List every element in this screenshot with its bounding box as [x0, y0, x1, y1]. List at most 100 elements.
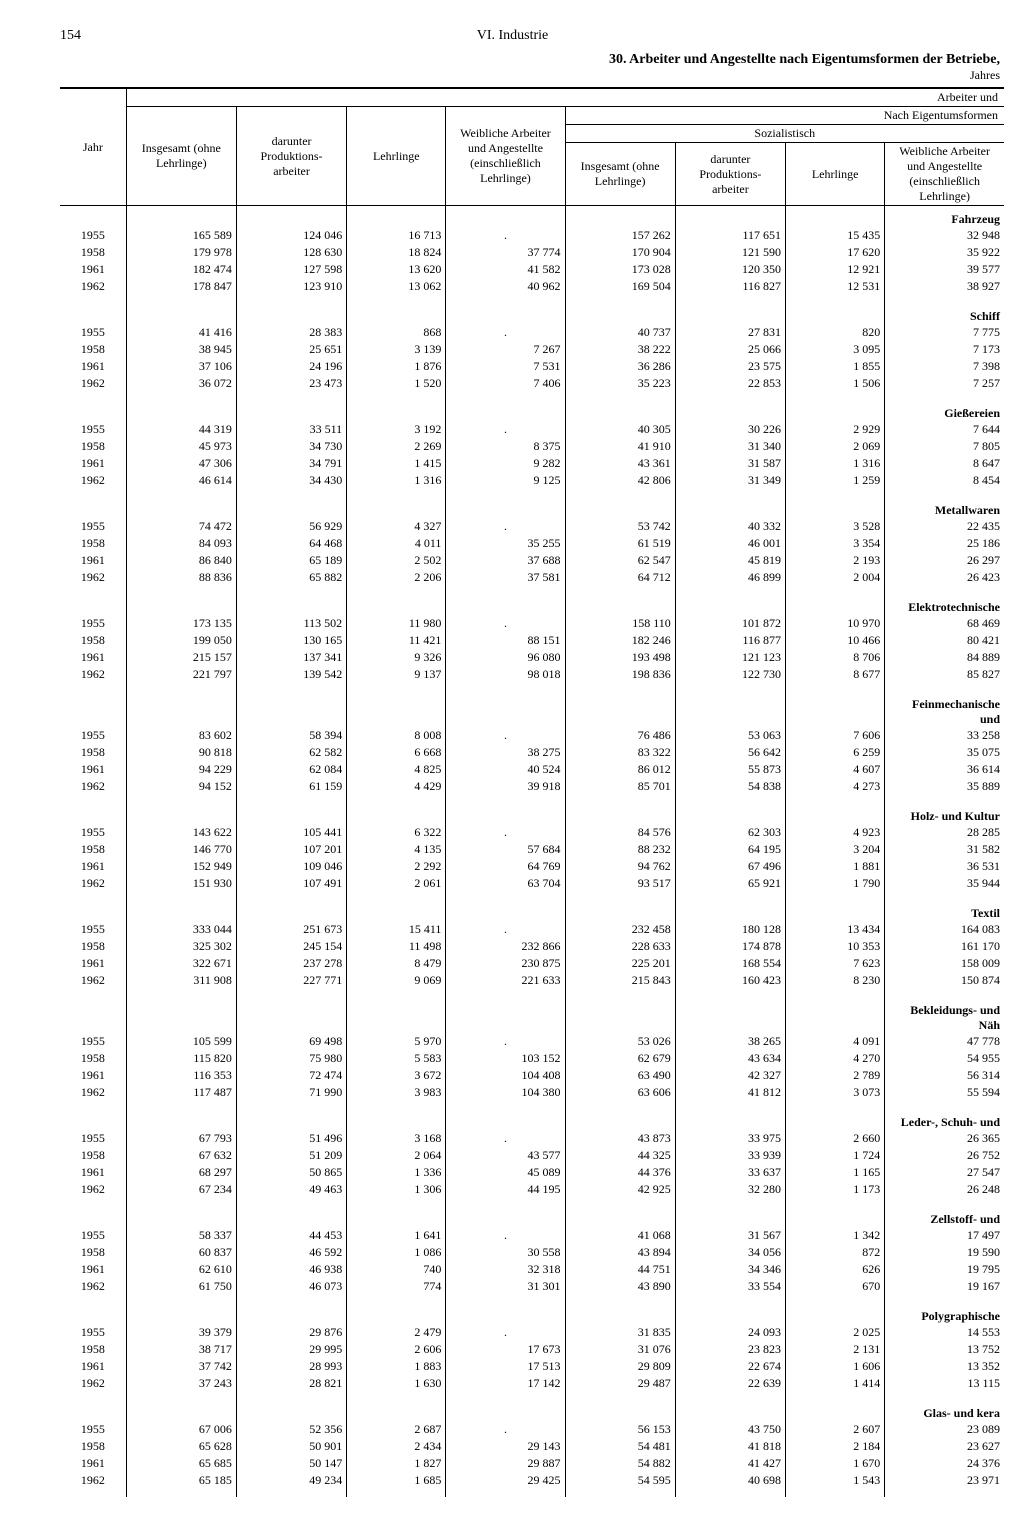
table-cell: 15 411: [347, 921, 446, 938]
table-cell: 1962: [60, 972, 126, 989]
section-label: Elektrotechnische: [60, 594, 1004, 615]
table-cell: 26 297: [885, 552, 1004, 569]
table-head: Jahr Arbeiter und Insgesamt (ohne Lehrli…: [60, 88, 1004, 206]
table-row: 196261 75046 07377431 30143 89033 554670…: [60, 1278, 1004, 1295]
table-cell: 85 827: [885, 666, 1004, 683]
table-row: 196137 10624 1961 8767 53136 28623 5751 …: [60, 358, 1004, 375]
table-cell: 88 836: [126, 569, 236, 586]
table-cell: 45 973: [126, 438, 236, 455]
table-cell: 64 769: [446, 858, 565, 875]
table-cell: 3 204: [786, 841, 885, 858]
table-cell: 325 302: [126, 938, 236, 955]
table-cell: 61 750: [126, 1278, 236, 1295]
table-cell: 333 044: [126, 921, 236, 938]
table-cell: 2 789: [786, 1067, 885, 1084]
table-cell: 10 970: [786, 615, 885, 632]
table-cell: 35 889: [885, 778, 1004, 795]
table-cell: 1 342: [786, 1227, 885, 1244]
table-cell: 26 248: [885, 1181, 1004, 1198]
table-cell: 128 630: [236, 244, 346, 261]
table-cell: 1961: [60, 358, 126, 375]
table-cell: 56 642: [675, 744, 785, 761]
table-cell: 2 434: [347, 1438, 446, 1455]
col-insg-2: Insgesamt (ohne Lehrlinge): [565, 143, 675, 206]
table-cell: 146 770: [126, 841, 236, 858]
table-cell: 7 267: [446, 341, 565, 358]
table-cell: 56 929: [236, 518, 346, 535]
table-cell: 46 938: [236, 1261, 346, 1278]
table-cell: 42 925: [565, 1181, 675, 1198]
table-cell: 44 376: [565, 1164, 675, 1181]
table-row: 195860 83746 5921 08630 55843 89434 0568…: [60, 1244, 1004, 1261]
section-label: Zellstoff- und: [60, 1206, 1004, 1227]
table-cell: 94 229: [126, 761, 236, 778]
table-cell: 7 257: [885, 375, 1004, 392]
page-number: 154: [60, 28, 81, 44]
table-cell: 6 668: [347, 744, 446, 761]
table-row: 1961116 35372 4743 672104 40863 49042 32…: [60, 1067, 1004, 1084]
table-cell: 193 498: [565, 649, 675, 666]
table-row: 1962151 930107 4912 06163 70493 51765 92…: [60, 875, 1004, 892]
table-cell: 872: [786, 1244, 885, 1261]
table-cell: 228 633: [565, 938, 675, 955]
table-row: 195544 31933 5113 192.40 30530 2262 9297…: [60, 421, 1004, 438]
table-cell: 1961: [60, 1261, 126, 1278]
table-cell: 44 325: [565, 1147, 675, 1164]
table-cell: 1 336: [347, 1164, 446, 1181]
table-cell: 32 280: [675, 1181, 785, 1198]
col-insg-1: Insgesamt (ohne Lehrlinge): [126, 107, 236, 206]
table-cell: 237 278: [236, 955, 346, 972]
table-cell: 157 262: [565, 227, 675, 244]
table-cell: 14 553: [885, 1324, 1004, 1341]
table-row: 196147 30634 7911 4159 28243 36131 5871 …: [60, 455, 1004, 472]
table-cell: 174 878: [675, 938, 785, 955]
table-cell: 50 901: [236, 1438, 346, 1455]
table-cell: 9 069: [347, 972, 446, 989]
table-cell: 1961: [60, 1358, 126, 1375]
table-cell: 43 890: [565, 1278, 675, 1295]
table-cell: 1962: [60, 375, 126, 392]
table-cell: 124 046: [236, 227, 346, 244]
table-cell: 44 453: [236, 1227, 346, 1244]
table-cell: 7 398: [885, 358, 1004, 375]
table-cell: 35 223: [565, 375, 675, 392]
chapter-title: VI. Industrie: [81, 28, 944, 44]
table-cell: 83 322: [565, 744, 675, 761]
table-cell: 62 303: [675, 824, 785, 841]
section-label: Feinmechanische und: [60, 691, 1004, 727]
table-cell: 1961: [60, 858, 126, 875]
section-label: Polygraphische: [60, 1303, 1004, 1324]
table-cell: 123 910: [236, 278, 346, 295]
table-cell: 85 701: [565, 778, 675, 795]
section-label: Schiff: [60, 303, 1004, 324]
table-cell: 9 125: [446, 472, 565, 489]
table-cell: 2 687: [347, 1421, 446, 1438]
table-cell: 1 855: [786, 358, 885, 375]
table-cell: 820: [786, 324, 885, 341]
table-cell: 107 491: [236, 875, 346, 892]
table-cell: 25 066: [675, 341, 785, 358]
table-cell: 62 679: [565, 1050, 675, 1067]
table-cell: 35 944: [885, 875, 1004, 892]
table-cell: 33 258: [885, 727, 1004, 744]
table-cell: 46 073: [236, 1278, 346, 1295]
table-cell: 740: [347, 1261, 446, 1278]
table-cell: 45 819: [675, 552, 785, 569]
table-cell: 31 587: [675, 455, 785, 472]
table-row: 1962178 847123 91013 06240 962169 504116…: [60, 278, 1004, 295]
table-cell: 2 479: [347, 1324, 446, 1341]
table-cell: 16 713: [347, 227, 446, 244]
table-cell: .: [446, 1033, 565, 1050]
table-cell: 1 520: [347, 375, 446, 392]
table-cell: 1961: [60, 761, 126, 778]
table-cell: 4 327: [347, 518, 446, 535]
table-cell: 1958: [60, 1050, 126, 1067]
table-row: 196137 74228 9931 88317 51329 80922 6741…: [60, 1358, 1004, 1375]
table-cell: 117 487: [126, 1084, 236, 1101]
table-cell: 1958: [60, 938, 126, 955]
table-cell: 2 206: [347, 569, 446, 586]
table-cell: 1955: [60, 227, 126, 244]
table-cell: 61 159: [236, 778, 346, 795]
table-cell: 7 623: [786, 955, 885, 972]
table-cell: 1961: [60, 1455, 126, 1472]
